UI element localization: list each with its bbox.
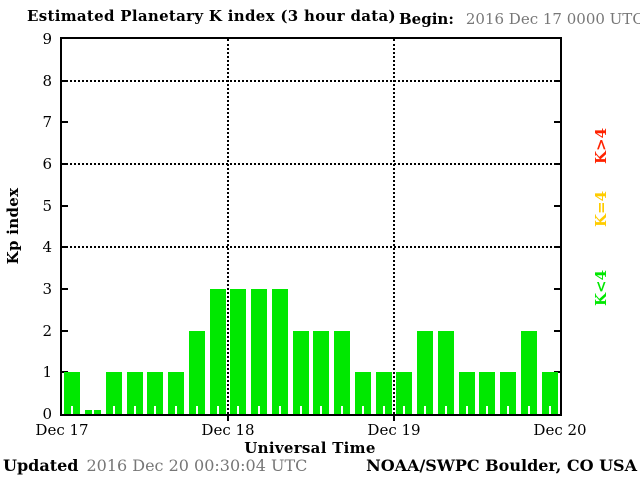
y-tick-right-3 [554, 288, 560, 290]
kp-bar [479, 372, 496, 414]
y-tick-left-5 [62, 204, 68, 207]
y-tick-label-9: 9 [42, 30, 52, 48]
y-tick-right-5 [554, 204, 560, 207]
y-tick-left-3 [62, 288, 68, 290]
updated-label: Updated [3, 456, 79, 475]
y-tick-left-8 [62, 79, 68, 82]
hour-tick [424, 406, 427, 414]
x-tick-label-dec-18: Dec 18 [201, 421, 255, 439]
y-tick-right-2 [554, 329, 560, 332]
y-tick-label-8: 8 [42, 71, 52, 90]
hour-tick [216, 406, 219, 414]
kp-bar [292, 330, 309, 414]
chart-title: Estimated Planetary K index (3 hour data… [27, 7, 396, 25]
legend-Klt4: K<4 [592, 269, 610, 307]
hour-tick [237, 406, 240, 414]
kp-bar [64, 372, 81, 414]
gridline-y-8 [62, 79, 560, 82]
y-tick-left-4 [62, 246, 68, 249]
kp-bar [458, 372, 475, 414]
hour-tick [403, 406, 406, 414]
hour-tick [382, 406, 385, 414]
kp-bar [271, 289, 288, 414]
gridline-day-dec-19 [393, 39, 395, 414]
x-axis-title: Universal Time [244, 439, 376, 457]
y-tick-right-7 [554, 121, 560, 124]
y-tick-label-1: 1 [42, 363, 52, 382]
updated-datetime: 2016 Dec 20 00:30:04 UTC [86, 456, 308, 475]
y-tick-left-7 [62, 121, 68, 124]
hour-tick [444, 406, 447, 414]
y-tick-left-6 [62, 163, 68, 165]
kp-bar [209, 289, 226, 414]
x-major-tick [393, 416, 395, 421]
y-tick-right-6 [554, 163, 560, 165]
hour-tick [175, 406, 178, 414]
y-tick-label-5: 5 [42, 196, 52, 215]
y-tick-left-2 [62, 329, 68, 332]
kp-bar [375, 372, 392, 414]
hour-tick [112, 406, 115, 414]
hour-tick [299, 406, 302, 414]
hour-tick [465, 406, 468, 414]
gridline-y-6 [62, 163, 560, 165]
kp-bar [251, 289, 268, 414]
kp-bar [188, 330, 205, 414]
hour-tick [92, 406, 95, 414]
kp-bar [396, 372, 413, 414]
begin-header: Begin: 2016 Dec 17 0000 UTC [399, 10, 640, 28]
legend-Kgt4: K>4 [592, 127, 610, 165]
kp-bar [313, 330, 330, 414]
plot-area [60, 37, 562, 416]
hour-tick [278, 406, 281, 414]
hour-tick [527, 406, 530, 414]
y-tick-label-2: 2 [42, 321, 52, 340]
y-tick-right-8 [554, 79, 560, 82]
hour-tick [341, 406, 344, 414]
begin-datetime: 2016 Dec 17 0000 UTC [465, 10, 640, 28]
kp-bar [437, 330, 454, 414]
begin-label: Begin: [399, 10, 454, 28]
hour-tick [507, 406, 510, 414]
hour-tick [486, 406, 489, 414]
hour-tick [133, 406, 136, 414]
credit-footer: NOAA/SWPC Boulder, CO USA [366, 456, 637, 475]
y-tick-label-7: 7 [42, 113, 52, 132]
x-tick-label-dec-19: Dec 19 [367, 421, 421, 439]
hour-tick [361, 406, 364, 414]
hour-tick [548, 406, 551, 414]
hour-tick [71, 406, 74, 414]
legend-Keq4: K=4 [592, 190, 610, 228]
kp-bar [334, 330, 351, 414]
kp-bar [541, 372, 558, 414]
hour-tick [320, 406, 323, 414]
x-tick-label-dec-20: Dec 20 [533, 421, 587, 439]
kp-bar [168, 372, 185, 414]
kp-bar [500, 372, 517, 414]
gridline-y-4 [62, 246, 560, 249]
updated-footer: Updated 2016 Dec 20 00:30:04 UTC [3, 456, 307, 475]
y-tick-label-3: 3 [42, 280, 52, 298]
hour-tick [195, 406, 198, 414]
x-major-tick [227, 416, 229, 421]
kp-bar [147, 372, 164, 414]
y-tick-label-0: 0 [42, 405, 52, 423]
kp-bar [230, 289, 247, 414]
kp-bar [417, 330, 434, 414]
y-tick-label-6: 6 [42, 155, 52, 173]
x-tick-label-dec-17: Dec 17 [35, 421, 89, 439]
kp-bar [354, 372, 371, 414]
gridline-day-dec-18 [227, 39, 229, 414]
kp-bar [126, 372, 143, 414]
kp-bar [520, 330, 537, 414]
y-tick-right-4 [554, 246, 560, 249]
y-tick-label-4: 4 [42, 238, 52, 257]
hour-tick [154, 406, 157, 414]
kp-bar [105, 372, 122, 414]
hour-tick [258, 406, 261, 414]
